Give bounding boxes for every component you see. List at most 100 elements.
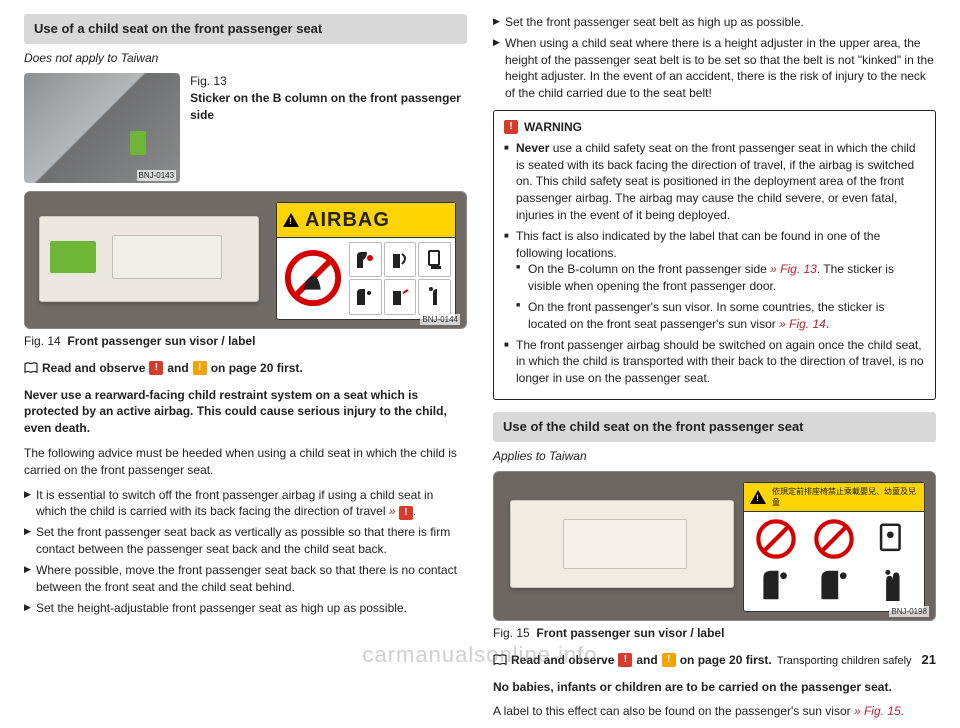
- read-observe-line: Read and observe ! and ! on page 20 firs…: [24, 360, 467, 377]
- airbag-label-panel: AIRBAG: [276, 202, 456, 320]
- fig13-ref: » Fig. 13: [770, 262, 817, 276]
- fig15-code: BNJ-0198: [889, 606, 929, 617]
- warn-b: This fact is also indicated by the label…: [516, 229, 880, 260]
- section-heading-2: Use of the child seat on the front passe…: [493, 412, 936, 442]
- airbag-warn-bar: AIRBAG: [277, 203, 455, 238]
- warning-list: Never use a child safety seat on the fro…: [504, 140, 925, 387]
- read-suffix: on page 20 first.: [211, 360, 303, 377]
- green-sticker: [50, 241, 96, 273]
- fig15-image: 依規定前排座椅禁止乘載嬰兒、幼童及兒童 BNJ-0198: [493, 471, 936, 621]
- fig14-code: BNJ-0144: [420, 314, 460, 325]
- warning-triangle-icon: [283, 213, 299, 227]
- warn-a-post: use a child safety seat on the front pas…: [516, 141, 916, 222]
- sun-visor: [39, 216, 259, 302]
- bullet-item: Set the front passenger seat belt as hig…: [493, 14, 936, 31]
- tw-manual-icon: [864, 517, 919, 560]
- tail-para: A label to this effect can also be found…: [493, 703, 936, 720]
- fig14-ref: » Fig. 14: [779, 317, 826, 331]
- fig13-number: Fig. 13: [190, 73, 467, 90]
- warn-b1-pre: On the B-column on the front passenger s…: [528, 262, 770, 276]
- warning-item: The front passenger airbag should be swi…: [504, 337, 925, 387]
- fig14-number: Fig. 14: [24, 334, 61, 348]
- pictogram-grid: [349, 238, 455, 319]
- bullet-item: Where possible, move the front passenger…: [24, 562, 467, 596]
- tw-seat-icon: [749, 563, 804, 606]
- top-bullets: Set the front passenger seat belt as hig…: [493, 14, 936, 102]
- picto-6: [418, 279, 451, 315]
- warning-badge-icon: !: [504, 120, 518, 134]
- warning-header: ! WARNING: [504, 119, 925, 136]
- subnote: Does not apply to Taiwan: [24, 50, 467, 67]
- bullet-text: It is essential to switch off the front …: [36, 488, 433, 519]
- warn-b2-pre: On the front passenger's sun visor. In s…: [528, 300, 884, 331]
- book-icon: [493, 654, 507, 666]
- fig15-ref: » Fig. 15: [854, 704, 901, 718]
- airbag-body: [277, 238, 455, 319]
- tw-warn-text: 依規定前排座椅禁止乘載嬰兒、幼童及兒童: [772, 486, 918, 508]
- footer-title: Transporting children safely: [777, 654, 912, 669]
- tail-post: .: [901, 704, 904, 718]
- book-icon: [24, 362, 38, 374]
- bullet-item: Set the height-adjustable front passenge…: [24, 600, 467, 617]
- warning-sublist: On the B-column on the front passenger s…: [516, 261, 925, 332]
- picto-1: [349, 242, 382, 278]
- red-badge-icon: !: [149, 361, 163, 375]
- bullet-item: When using a child seat where there is a…: [493, 35, 936, 102]
- tw-pictogram-grid: [744, 512, 924, 611]
- fig14-caption: Fig. 14 Front passenger sun visor / labe…: [24, 333, 467, 350]
- taiwan-label-panel: 依規定前排座椅禁止乘載嬰兒、幼童及兒童: [743, 482, 925, 612]
- left-column: Use of a child seat on the front passeng…: [24, 14, 467, 728]
- fig13-image: BNJ-0143: [24, 73, 180, 183]
- bold-para-2-text: No babies, infants or children are to be…: [493, 680, 892, 694]
- read-prefix: Read and observe: [42, 360, 145, 377]
- fig15-caption: Fig. 15 Front passenger sun visor / labe…: [493, 625, 936, 642]
- airbag-word: AIRBAG: [305, 206, 390, 234]
- right-column: Set the front passenger seat belt as hig…: [493, 14, 936, 728]
- subnote-2: Applies to Taiwan: [493, 448, 936, 465]
- warning-box: ! WARNING Never use a child safety seat …: [493, 110, 936, 400]
- bold-warning-para: Never use a rearward-facing child restra…: [24, 387, 467, 437]
- read2-mid: and: [636, 652, 657, 669]
- warning-item: Never use a child safety seat on the fro…: [504, 140, 925, 224]
- warning-title: WARNING: [524, 119, 582, 136]
- prohibition-icon: [277, 238, 349, 319]
- fig13-text: Sticker on the B column on the front pas…: [190, 91, 461, 122]
- fig15-number: Fig. 15: [493, 626, 530, 640]
- fig13-caption: Fig. 13 Sticker on the B column on the f…: [190, 73, 467, 183]
- page-number: 21: [922, 651, 936, 669]
- tw-seat-icon: [807, 563, 862, 606]
- intro-para: The following advice must be heeded when…: [24, 445, 467, 479]
- bold-para-2: No babies, infants or children are to be…: [493, 679, 936, 696]
- tw-hand-icon: [864, 563, 919, 606]
- picto-4: [349, 279, 382, 315]
- tw-warn-bar: 依規定前排座椅禁止乘載嬰兒、幼童及兒童: [744, 483, 924, 512]
- section-heading: Use of a child seat on the front passeng…: [24, 14, 467, 44]
- red-badge-icon: !: [399, 506, 413, 520]
- yellow-badge-icon: !: [662, 653, 676, 667]
- fig14-image: AIRBAG BNJ-0144: [24, 191, 467, 329]
- never-strong: Never: [516, 141, 549, 155]
- fig15-text: Front passenger sun visor / label: [536, 626, 724, 640]
- ref-icon: »: [389, 504, 396, 518]
- yellow-badge-icon: !: [193, 361, 207, 375]
- tw-prohibit-icon: [749, 517, 804, 560]
- bullet-item: Set the front passenger seat back as ver…: [24, 524, 467, 558]
- warning-subitem: On the front passenger's sun visor. In s…: [516, 299, 925, 333]
- visor-mirror: [112, 235, 222, 279]
- bold-warning-text: Never use a rearward-facing child restra…: [24, 388, 447, 436]
- page-footer: Transporting children safely 21: [777, 651, 936, 669]
- fig13-code: BNJ-0143: [137, 170, 177, 181]
- bullet-item: It is essential to switch off the front …: [24, 487, 467, 521]
- read2-suffix: on page 20 first.: [680, 652, 772, 669]
- tw-prohibit-icon: [807, 517, 862, 560]
- picto-5: [384, 279, 417, 315]
- picto-2: [384, 242, 417, 278]
- fig14-text: Front passenger sun visor / label: [67, 334, 255, 348]
- sun-visor-2: [510, 500, 734, 588]
- advice-bullets: It is essential to switch off the front …: [24, 487, 467, 617]
- warning-triangle-icon: [750, 490, 766, 504]
- warn-b2-post: .: [826, 317, 829, 331]
- warning-subitem: On the B-column on the front passenger s…: [516, 261, 925, 295]
- read2-prefix: Read and observe: [511, 652, 614, 669]
- warning-item: This fact is also indicated by the label…: [504, 228, 925, 333]
